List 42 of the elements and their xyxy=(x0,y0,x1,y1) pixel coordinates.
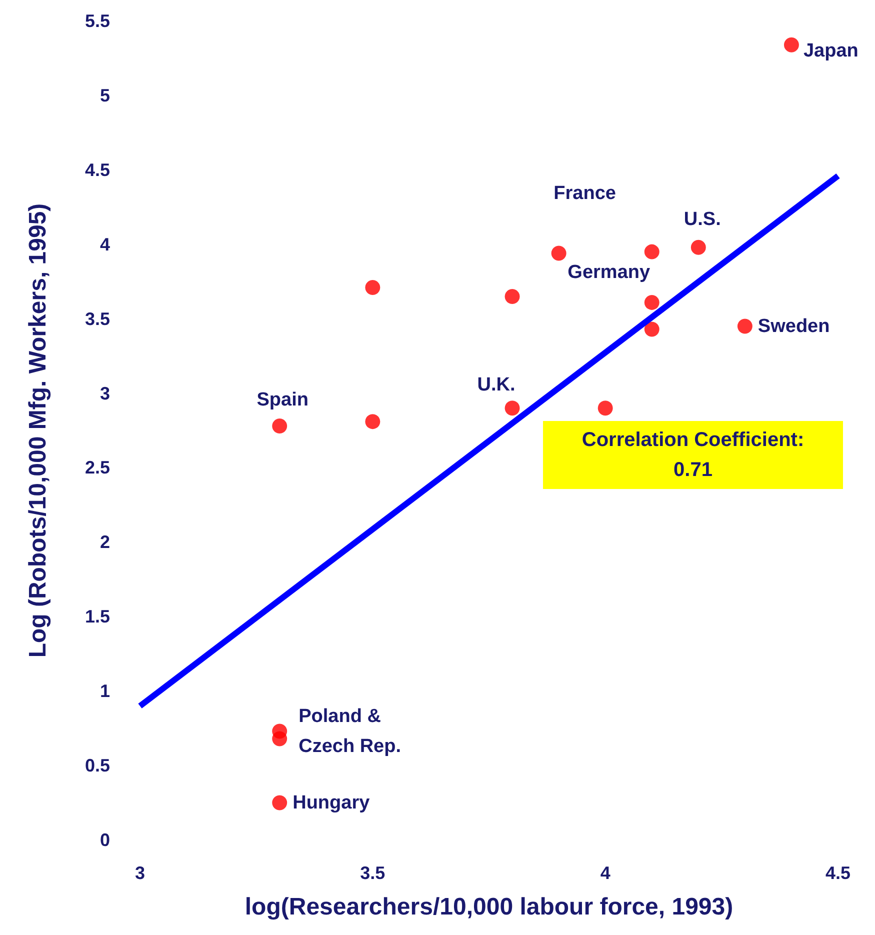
y-tick-label: 2 xyxy=(100,532,110,552)
annotation: U.S. xyxy=(684,208,721,230)
y-tick-label: 2.5 xyxy=(84,458,110,478)
annotation: Hungary xyxy=(292,792,370,814)
annotation: France xyxy=(554,182,616,204)
y-tick-label: 0.5 xyxy=(84,756,110,776)
y-tick-label: 1.5 xyxy=(84,606,110,627)
annotation: U.K. xyxy=(477,374,516,396)
point xyxy=(737,318,752,334)
point xyxy=(504,400,520,416)
x-tick-label: 3.5 xyxy=(360,863,386,883)
point xyxy=(598,400,613,416)
x-tick-label: 4.5 xyxy=(825,863,851,883)
y-tick-label: 3.5 xyxy=(84,308,110,329)
point xyxy=(365,280,380,296)
annotation: Germany xyxy=(568,262,650,283)
x-tick-label: 4 xyxy=(600,863,610,883)
point xyxy=(551,246,566,261)
point xyxy=(784,37,799,52)
y-tick-label: 4 xyxy=(100,234,110,254)
x-axis-title: log(Researchers/10,000 labour force, 1993) xyxy=(244,894,734,920)
point xyxy=(504,288,520,304)
point xyxy=(272,418,288,434)
y-tick-label: 0 xyxy=(100,830,110,850)
annotation: Japan xyxy=(803,40,858,62)
point xyxy=(272,795,288,810)
y-tick-label: 3 xyxy=(100,383,110,404)
y-axis-title: Log (Robots/10,000 Mfg. Workers, 1995) xyxy=(24,203,52,658)
point xyxy=(690,240,706,255)
y-tick-label: 1 xyxy=(100,681,110,702)
annotation: Poland & Czech Rep. xyxy=(298,706,402,757)
x-tick-label: 3 xyxy=(134,863,146,883)
point xyxy=(644,322,660,337)
y-tick-label: 5.5 xyxy=(84,11,110,31)
y-tick-label: 5 xyxy=(100,85,110,106)
point xyxy=(644,294,660,310)
point xyxy=(644,244,660,260)
point xyxy=(365,414,380,430)
annotation: Sweden xyxy=(758,316,830,337)
annotation: Spain xyxy=(256,390,308,411)
y-tick-label: 4.5 xyxy=(84,160,110,180)
point xyxy=(272,731,288,746)
